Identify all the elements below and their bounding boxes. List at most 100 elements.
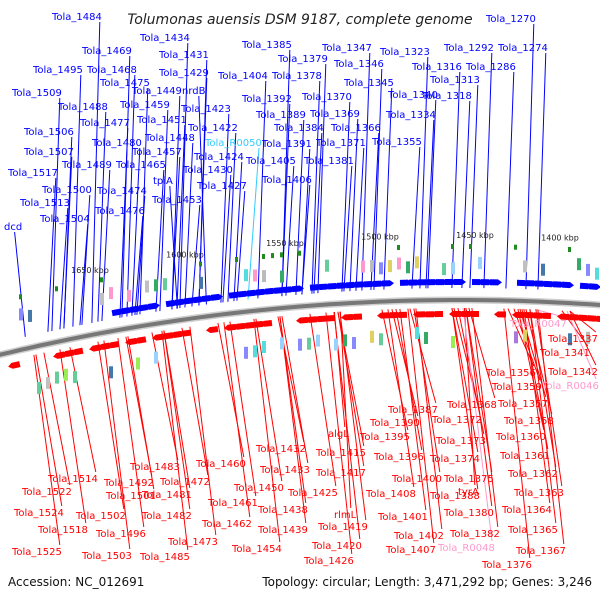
top-gene-label: Tola_1495 [32, 65, 83, 76]
leader-line [91, 21, 101, 323]
top-gene-label: Tola_1391 [261, 139, 312, 150]
top-gene-label: Tola_1318 [421, 91, 472, 102]
reverse-gene-arrow [314, 315, 327, 323]
top-gene-label: Tola_1313 [429, 75, 480, 86]
top-gene-label: Tola_1286 [465, 62, 516, 73]
top-gene-label: Tola_1506 [23, 127, 74, 138]
cog-color-block [379, 333, 383, 346]
leader-line [117, 338, 145, 528]
bottom-gene-label: Tola_1376 [481, 560, 532, 571]
bottom-gene-label: Tola_1372 [431, 415, 482, 426]
leader-line [285, 165, 295, 296]
bottom-gene-label: Tola_1514 [47, 474, 98, 485]
reverse-gene-arrow [521, 312, 534, 319]
forward-gene-arrow [228, 291, 241, 299]
cog-color-block [64, 368, 68, 381]
top-gene-label: Tola_1488 [57, 102, 108, 113]
top-gene-label: Tola_1474 [96, 186, 147, 197]
forward-gene-arrow [291, 285, 304, 293]
bottom-gene-label: Tola_1357 [497, 399, 548, 410]
top-gene-label: Tola_1507 [23, 147, 74, 158]
cog-color-block [19, 308, 23, 321]
leader-line [461, 100, 471, 289]
bottom-gene-label: Tola_1373 [435, 436, 486, 447]
bottom-gene-label: Tola_1358 [503, 416, 554, 427]
cog-color-block [127, 289, 131, 302]
leader-line [236, 190, 246, 301]
leader-line [295, 119, 305, 295]
bottom-gene-label: Tola_1380 [443, 508, 494, 519]
leader-lines [14, 21, 597, 559]
leader-line [220, 113, 230, 303]
reverse-gene-arrow [575, 314, 588, 322]
reverse-gene-arrow [539, 312, 552, 320]
bottom-gene-label: Tola_1375 [443, 474, 494, 485]
leader-line [189, 326, 217, 536]
cog-color-block [352, 337, 356, 349]
gc-tick [55, 286, 58, 292]
bottom-gene-label: Tola_1361 [499, 451, 550, 462]
top-gene-label: Tola_1347 [321, 43, 372, 54]
cog-color-block [406, 261, 410, 274]
gc-tick [271, 253, 274, 259]
leader-line [301, 184, 311, 295]
leader-line [409, 308, 437, 404]
gc-tick [568, 247, 571, 252]
cog-color-block [523, 260, 527, 273]
bottom-gene-label: tyrA [458, 487, 479, 498]
leader-line [163, 330, 191, 510]
reverse-gene-arrow [584, 315, 597, 322]
leader-line [483, 52, 493, 289]
leader-line [411, 146, 421, 289]
bottom-gene-label: Tola_1374 [429, 454, 480, 465]
leader-line [325, 312, 353, 555]
cog-color-block [262, 270, 266, 283]
gc-tick [397, 245, 400, 250]
top-gene-label: tpiA [153, 176, 173, 187]
bottom-gene-label: Tola_1501 [105, 491, 156, 502]
top-gene-label: Tola_1509 [11, 88, 62, 99]
cog-color-block [325, 259, 329, 272]
bottom-gene-label: algL [328, 429, 349, 440]
bottom-gene-label: Tola_1368 [446, 400, 497, 411]
genome-backbone [0, 296, 600, 359]
bottom-gene-label: Tola_1482 [141, 511, 192, 522]
reverse-gene-arrow [161, 332, 174, 340]
backbone-arc [0, 298, 600, 357]
bottom-gene-label: Tola_1363 [513, 488, 564, 499]
accession-text: Accession: NC_012691 [8, 575, 144, 589]
top-gene-label: Tola_1379 [277, 54, 328, 65]
reverse-gene-arrow [296, 316, 309, 324]
leader-line [136, 195, 146, 315]
top-gene-label: Tola_1517 [7, 168, 58, 179]
top-gene-label: Tola_1385 [241, 40, 292, 51]
reverse-gene-arrow [224, 323, 237, 331]
top-gene-label: Tola_1429 [158, 68, 209, 79]
cog-color-block [253, 345, 257, 358]
top-gene-label: Tola_1424 [193, 152, 244, 163]
bottom-gene-label: Tola_1390 [369, 418, 420, 429]
bottom-gene-label: Tola_1481 [141, 490, 192, 501]
leader-line [181, 327, 209, 476]
top-gene-label: Tola_1427 [196, 181, 247, 192]
reverse-gene-arrow [107, 340, 120, 349]
forward-gene-arrow [129, 305, 142, 313]
forward-gene-arrow [237, 290, 250, 298]
cog-color-block [163, 278, 167, 291]
bottom-gene-label: Tola_1492 [103, 478, 154, 489]
leader-line [169, 185, 178, 309]
leader-line [399, 308, 427, 511]
reverse-gene-arrow [260, 320, 273, 327]
cog-color-block [28, 309, 32, 322]
leader-line [525, 23, 535, 290]
gc-tick [514, 244, 517, 250]
leader-line [69, 347, 97, 473]
leader-line [51, 97, 61, 332]
kbp-scale-label: 1550 kbp [266, 239, 304, 248]
leader-line [247, 147, 260, 300]
bottom-gene-label: Tola_1496 [95, 529, 146, 540]
leader-line [134, 215, 144, 316]
reverse-gene-arrow [494, 311, 507, 318]
